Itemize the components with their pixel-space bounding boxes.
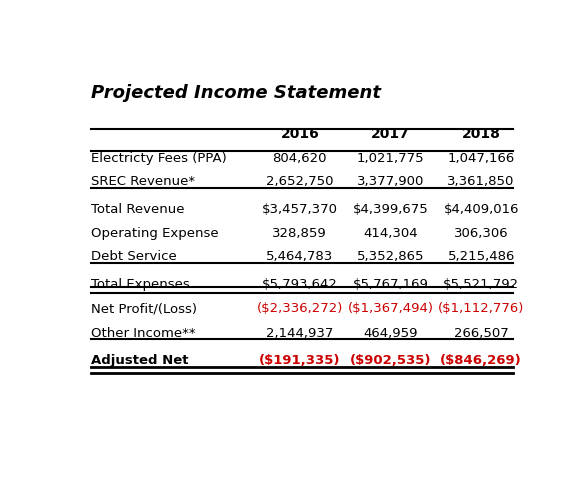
Text: $5,521,792: $5,521,792 bbox=[443, 278, 519, 290]
Text: $5,793,642: $5,793,642 bbox=[262, 278, 338, 290]
Text: 266,507: 266,507 bbox=[454, 326, 508, 339]
Text: 2016: 2016 bbox=[280, 127, 319, 141]
Text: ($2,336,272): ($2,336,272) bbox=[257, 302, 343, 315]
Text: Projected Income Statement: Projected Income Statement bbox=[91, 84, 381, 102]
Text: Other Income**: Other Income** bbox=[91, 326, 196, 339]
Text: $5,767,169: $5,767,169 bbox=[353, 278, 428, 290]
Text: $3,457,370: $3,457,370 bbox=[262, 203, 338, 216]
Text: Net Profit/(Loss): Net Profit/(Loss) bbox=[91, 302, 197, 315]
Text: Total Expenses: Total Expenses bbox=[91, 278, 190, 290]
Text: 5,464,783: 5,464,783 bbox=[266, 250, 333, 263]
Text: 414,304: 414,304 bbox=[363, 227, 418, 240]
Text: 464,959: 464,959 bbox=[363, 326, 418, 339]
Text: ($902,535): ($902,535) bbox=[350, 353, 431, 366]
Text: ($1,112,776): ($1,112,776) bbox=[438, 302, 524, 315]
Text: 2018: 2018 bbox=[462, 127, 501, 141]
Text: 2017: 2017 bbox=[371, 127, 410, 141]
Text: 3,361,850: 3,361,850 bbox=[448, 175, 515, 188]
Text: 1,047,166: 1,047,166 bbox=[448, 152, 515, 165]
Text: 5,215,486: 5,215,486 bbox=[448, 250, 515, 263]
Text: 2,652,750: 2,652,750 bbox=[266, 175, 333, 188]
Text: Electricty Fees (PPA): Electricty Fees (PPA) bbox=[91, 152, 227, 165]
Text: $4,399,675: $4,399,675 bbox=[353, 203, 428, 216]
Text: Operating Expense: Operating Expense bbox=[91, 227, 219, 240]
Text: Adjusted Net: Adjusted Net bbox=[91, 353, 189, 366]
Text: SREC Revenue*: SREC Revenue* bbox=[91, 175, 195, 188]
Text: 3,377,900: 3,377,900 bbox=[357, 175, 424, 188]
Text: Debt Service: Debt Service bbox=[91, 250, 177, 263]
Text: 5,352,865: 5,352,865 bbox=[357, 250, 424, 263]
Text: 306,306: 306,306 bbox=[454, 227, 508, 240]
Text: 2,144,937: 2,144,937 bbox=[266, 326, 333, 339]
Text: Total Revenue: Total Revenue bbox=[91, 203, 185, 216]
Text: ($846,269): ($846,269) bbox=[441, 353, 522, 366]
Text: ($1,367,494): ($1,367,494) bbox=[347, 302, 433, 315]
Text: 1,021,775: 1,021,775 bbox=[357, 152, 424, 165]
Text: ($191,335): ($191,335) bbox=[259, 353, 340, 366]
Text: 328,859: 328,859 bbox=[273, 227, 327, 240]
Text: 804,620: 804,620 bbox=[273, 152, 327, 165]
Text: $4,409,016: $4,409,016 bbox=[443, 203, 519, 216]
